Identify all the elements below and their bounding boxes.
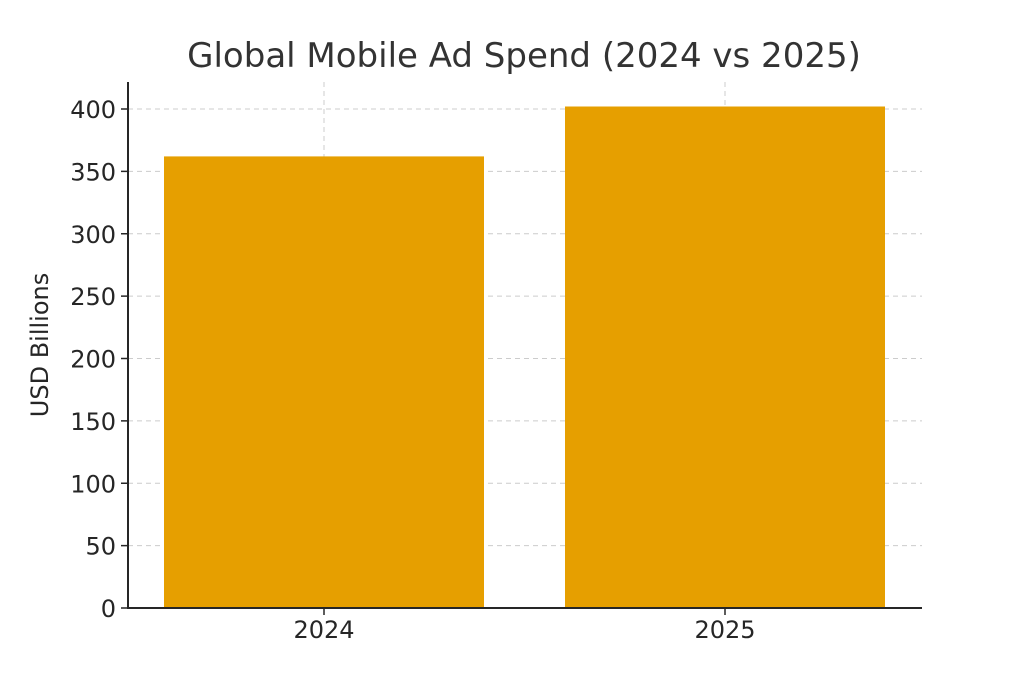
y-tick-label: 50 [85, 533, 116, 561]
y-axis-label: USD Billions [26, 273, 54, 417]
y-tick-label: 250 [70, 283, 116, 311]
x-ticks: 2024 2025 [293, 608, 756, 644]
y-tick-label: 150 [70, 408, 116, 436]
y-tick-label: 400 [70, 96, 116, 124]
x-tick-label: 2025 [694, 616, 755, 644]
y-tick-label: 300 [70, 221, 116, 249]
y-tick-label: 200 [70, 346, 116, 374]
y-tick-label: 350 [70, 158, 116, 186]
y-ticks: 0 50 100 150 200 250 300 350 400 [70, 96, 128, 623]
x-tick-label: 2024 [293, 616, 354, 644]
bars [164, 106, 885, 608]
bar-2024 [164, 156, 484, 608]
axes [127, 82, 922, 609]
y-tick-label: 100 [70, 470, 116, 498]
bar-2025 [565, 106, 885, 608]
y-tick-label: 0 [101, 595, 116, 623]
chart-title: Global Mobile Ad Spend (2024 vs 2025) [187, 36, 861, 76]
